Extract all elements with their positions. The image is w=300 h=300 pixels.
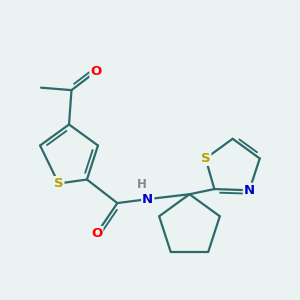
Text: H: H (137, 178, 147, 191)
Text: O: O (90, 65, 102, 78)
Text: O: O (91, 227, 102, 240)
Text: N: N (142, 193, 153, 206)
Text: S: S (201, 152, 210, 165)
Text: S: S (54, 177, 63, 190)
Text: N: N (244, 184, 255, 197)
